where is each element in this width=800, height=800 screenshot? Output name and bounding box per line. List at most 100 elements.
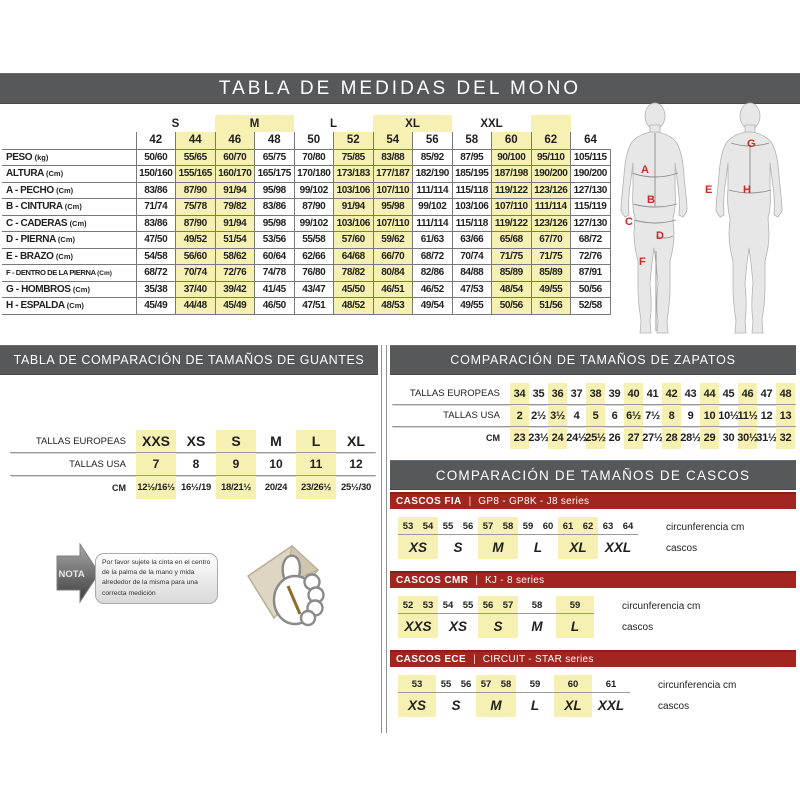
- shoes-value: 30: [722, 432, 735, 444]
- shoes-value: 36: [548, 383, 567, 404]
- size-value: 76/80: [293, 264, 334, 281]
- helmet-series-models: CIRCUIT - STAR series: [482, 654, 594, 665]
- measure-label-chest: A: [641, 164, 649, 176]
- table-row: B - CINTURA (Cm) 71/74 75/78 79/82 83/86 87/9…: [2, 198, 611, 215]
- shoes-value: 37: [570, 387, 583, 400]
- circumference-value: 59: [529, 679, 541, 690]
- row-label: E - BRAZO (Cm): [2, 247, 136, 265]
- helmet-size-label: XXL: [604, 539, 632, 555]
- gloves-value: 12½/16½: [136, 476, 176, 499]
- helmet-size-group: 61 62 XL: [558, 517, 598, 559]
- shoes-value: 5: [586, 405, 605, 426]
- helmet-size-label: L: [530, 697, 540, 713]
- size-value: 127/130: [570, 181, 611, 199]
- size-value: 46/51: [372, 280, 413, 298]
- size-value: 75/85: [333, 148, 374, 166]
- size-value: 49/54: [412, 297, 453, 315]
- size-value: 85/89: [530, 264, 571, 281]
- helmet-size-label: XXL: [597, 697, 625, 713]
- size-value: 165/175: [254, 165, 295, 182]
- size-value: 41/45: [254, 280, 295, 298]
- size-value: 51/54: [214, 231, 255, 248]
- size-value: 85/89: [491, 264, 532, 281]
- row-label: H - ESPALDA (Cm): [2, 297, 136, 315]
- size-value: 47/53: [451, 280, 492, 298]
- size-value: 35/38: [135, 280, 176, 298]
- shoes-value: 48: [776, 383, 795, 404]
- table-row: C - CADERAS (Cm) 83/86 87/90 91/94 95/98 99/1…: [2, 214, 611, 232]
- size-value: 115/118: [451, 214, 492, 232]
- size-value: 65/68: [491, 231, 532, 248]
- size-value: 115/119: [570, 198, 611, 215]
- figure-front-back-icon: A B C D F G E H: [620, 102, 783, 334]
- shoes-value: 39: [608, 387, 621, 400]
- helmet-size-group: 59 L: [516, 675, 554, 717]
- size-value: 115/118: [451, 181, 492, 199]
- cascos-row-label: cascos: [658, 700, 690, 712]
- table-row: F - DENTRO DE LA PIERNA (Cm) 68/72 70/74 72…: [2, 264, 611, 281]
- size-value: 87/95: [451, 148, 492, 166]
- shoes-value: 41: [646, 387, 659, 400]
- size-value: 67/70: [530, 231, 571, 248]
- divider: |: [468, 496, 472, 507]
- gloves-value: 8: [192, 457, 200, 471]
- circumference-value: 54: [442, 600, 454, 611]
- shoes-value: 28½: [680, 432, 701, 444]
- size-header: 60: [491, 132, 532, 149]
- shoes-value: 10: [700, 405, 719, 426]
- size-value: 173/183: [333, 165, 374, 182]
- size-value: 53/56: [254, 231, 295, 248]
- helmet-series-models: GP8 - GP8K - J8 series: [478, 496, 590, 507]
- shoes-size-table: TALLAS EUROPEAS 34 35 36 37 38 39 40 41 42 43 44 45 4…: [392, 383, 796, 449]
- shoes-value: 9: [687, 409, 694, 422]
- shoes-value: 43: [684, 387, 697, 400]
- gloves-value: 11: [296, 453, 336, 475]
- shoes-value: 23: [510, 427, 529, 449]
- size-value: 54/58: [135, 247, 176, 265]
- circumference-value: 54: [422, 521, 434, 532]
- gloves-value: 16½/19: [181, 482, 211, 493]
- size-value: 119/122: [491, 181, 532, 199]
- shoes-value: 27: [624, 427, 643, 449]
- size-header: 44: [175, 132, 216, 149]
- size-value: 46/52: [412, 280, 453, 298]
- shoes-value: 34: [510, 383, 529, 404]
- size-group-label: [2, 115, 136, 132]
- size-value: 87/90: [175, 181, 216, 199]
- circumference-value: 55: [440, 679, 452, 690]
- size-value: 60/64: [254, 247, 295, 265]
- size-header: 54: [372, 132, 413, 149]
- size-header: 56: [412, 132, 453, 149]
- size-header-row: 42 44 46 48 50 52 54 56 58 60 62 64: [2, 132, 611, 149]
- size-value: 182/190: [412, 165, 453, 182]
- size-value: 50/56: [570, 280, 611, 298]
- row-label: D - PIERNA (Cm): [2, 231, 136, 248]
- helmet-series-models: KJ - 8 series: [484, 575, 545, 586]
- helmet-size-group: 60 XL: [554, 675, 592, 717]
- gloves-section-title: TABLA DE COMPARACIÓN DE TAMAÑOS DE GUANT…: [0, 345, 378, 375]
- shoes-value: 46: [738, 383, 757, 404]
- size-value: 82/86: [412, 264, 453, 281]
- helmet-size-label: XL: [569, 539, 587, 555]
- suit-table-corner: [2, 132, 136, 149]
- shoes-value: 24: [548, 427, 567, 449]
- size-value: 83/86: [135, 181, 176, 199]
- size-value: 58/62: [214, 247, 255, 265]
- size-value: 150/160: [135, 165, 176, 182]
- size-group-label: [531, 115, 571, 132]
- size-header: 46: [214, 132, 255, 149]
- table-row: TALLAS EUROPEAS 34 35 36 37 38 39 40 41 42 43 44 45 4…: [392, 383, 796, 405]
- size-value: 45/50: [333, 280, 374, 298]
- circumference-value: 55: [442, 521, 454, 532]
- row-label: ALTURA (Cm): [2, 165, 136, 182]
- size-value: 50/60: [135, 148, 176, 166]
- size-value: 78/82: [333, 264, 374, 281]
- divider: |: [473, 654, 476, 665]
- size-value: 39/42: [214, 280, 255, 298]
- shoes-value: 12: [760, 409, 773, 422]
- size-value: 75/78: [175, 198, 216, 215]
- size-value: 64/68: [333, 247, 374, 265]
- size-value: 103/106: [333, 214, 374, 232]
